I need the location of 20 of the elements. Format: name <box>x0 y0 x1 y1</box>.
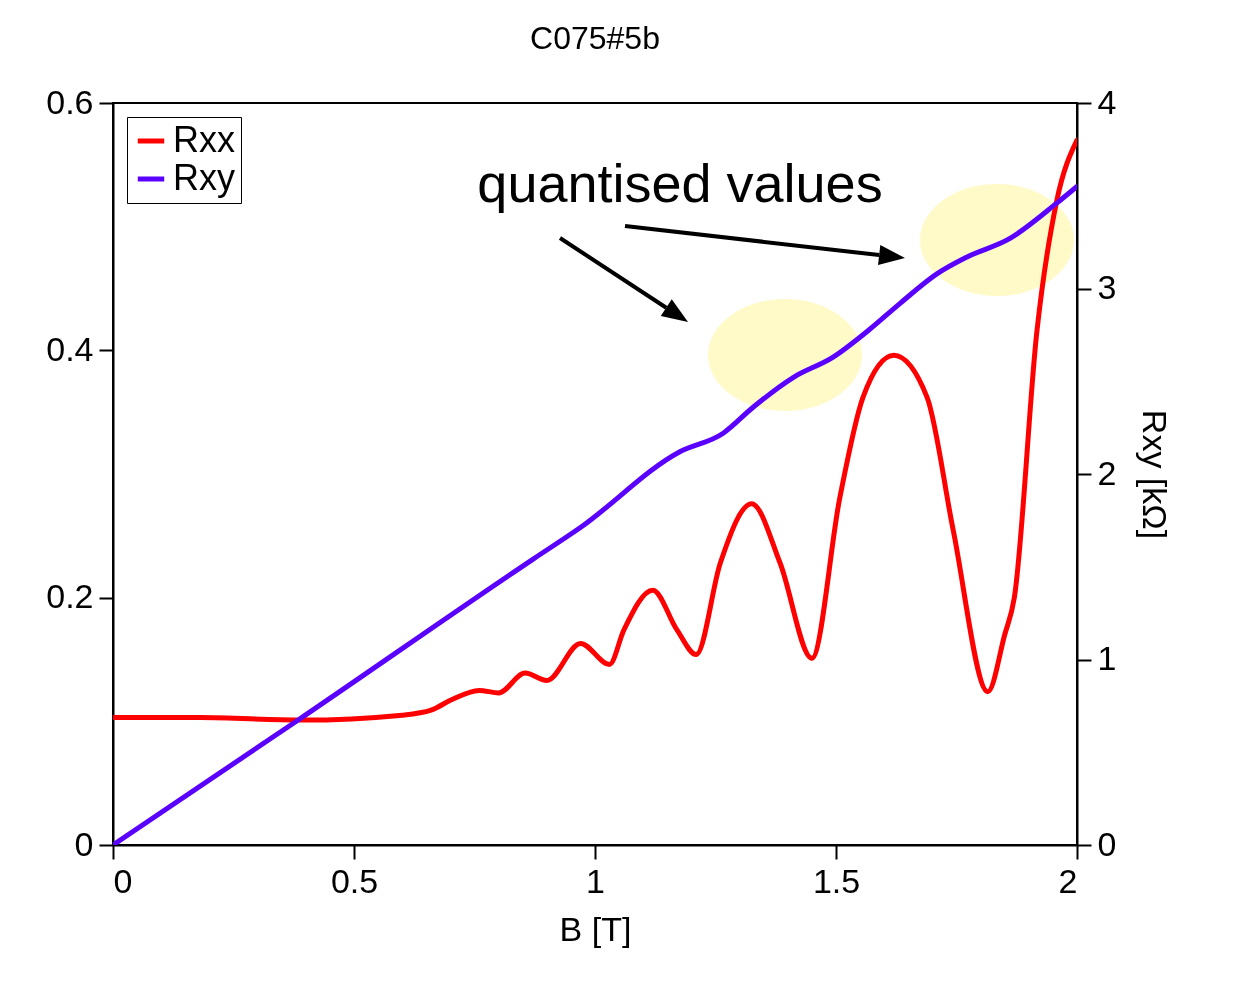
chart-title: C075#5b <box>530 20 660 56</box>
y-tick-label: 0.6 <box>46 82 94 121</box>
x-tick-label: 1 <box>586 861 605 900</box>
y-tick-label: 0.2 <box>46 577 94 616</box>
annotation: quantised values <box>477 153 883 213</box>
x-tick-label: 2 <box>1058 861 1078 900</box>
x-axis-title: B [T] <box>559 909 632 948</box>
x-tick-label: 1.5 <box>812 861 861 900</box>
legend-label: Rxx <box>173 119 235 160</box>
y2-tick-label: 4 <box>1097 82 1117 121</box>
y2-tick-label: 2 <box>1097 453 1117 492</box>
legend-label: Rxy <box>173 157 235 198</box>
y2-tick-label: 3 <box>1097 268 1117 306</box>
y2-tick-label: 1 <box>1097 639 1117 677</box>
y2-tick-label: 0 <box>1097 824 1117 863</box>
y-tick-label: 0.4 <box>46 329 94 368</box>
y2-axis-title: Rxy [kΩ] <box>1136 409 1175 540</box>
x-tick-label: 0 <box>113 861 133 900</box>
x-tick-label: 0.5 <box>330 861 379 900</box>
y-tick-label: 0 <box>74 824 94 863</box>
